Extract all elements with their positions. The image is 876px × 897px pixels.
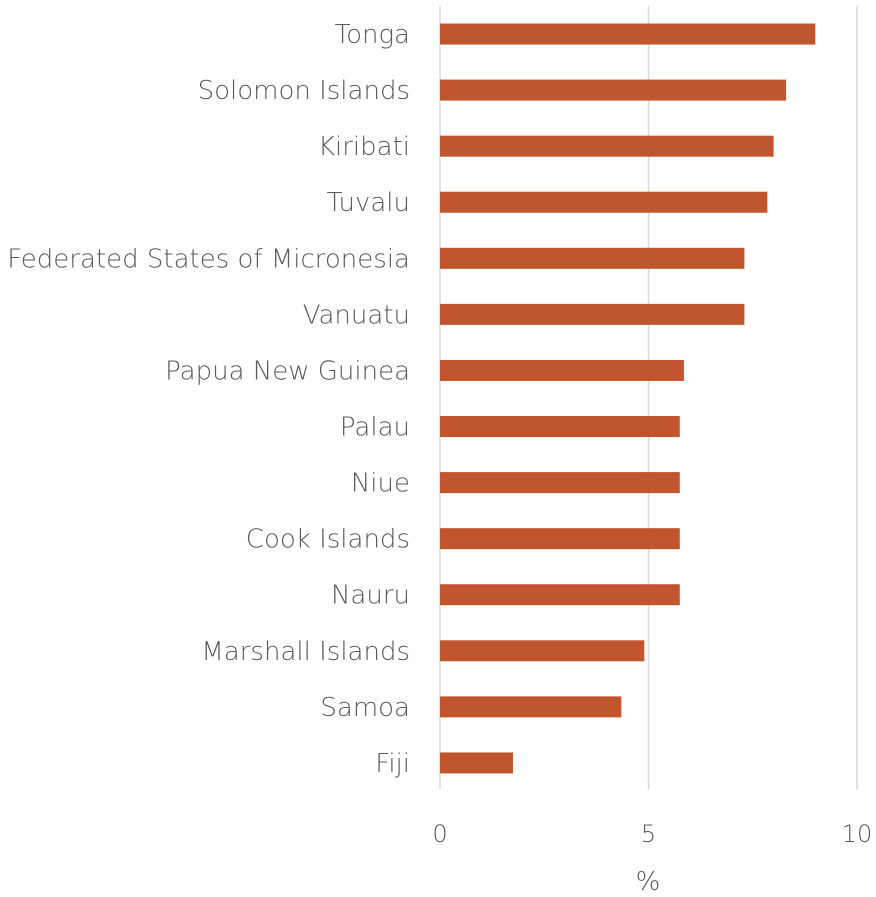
bar — [440, 696, 622, 718]
bar — [440, 247, 745, 269]
category-label: Federated States of Micronesia — [7, 244, 410, 274]
category-label: Solomon Islands — [198, 76, 410, 106]
category-label: Vanuatu — [303, 300, 410, 330]
bar — [440, 359, 684, 381]
category-label: Fiji — [375, 749, 410, 779]
category-label: Niue — [351, 469, 410, 499]
x-axis-title: % — [636, 867, 661, 897]
category-label: Marshall Islands — [201, 637, 410, 667]
x-tick-label: 10 — [842, 820, 873, 848]
bar — [440, 472, 680, 494]
category-labels: Tonga Solomon Islands Kiribati Tuvalu Federa… — [7, 20, 410, 779]
x-tick-labels: 0 5 10 — [432, 820, 872, 848]
x-tick-label: 5 — [641, 820, 656, 848]
category-label: Nauru — [331, 581, 410, 611]
category-label: Tonga — [335, 20, 410, 50]
bars — [440, 23, 816, 774]
bar — [440, 528, 680, 550]
bar — [440, 752, 513, 774]
category-label: Cook Islands — [246, 525, 410, 555]
category-label: Tuvalu — [327, 188, 410, 218]
x-tick-label: 0 — [432, 820, 447, 848]
bar — [440, 191, 768, 213]
category-label: Kiribati — [318, 132, 410, 162]
bar — [440, 640, 645, 662]
bar — [440, 416, 680, 438]
category-label: Palau — [340, 413, 410, 443]
bar — [440, 79, 787, 101]
gridlines — [439, 6, 858, 790]
bar — [440, 303, 745, 325]
category-label: Papua New Guinea — [165, 356, 410, 386]
bar — [440, 135, 774, 157]
category-label: Samoa — [320, 693, 410, 723]
bar — [440, 23, 816, 45]
bar — [440, 584, 680, 606]
